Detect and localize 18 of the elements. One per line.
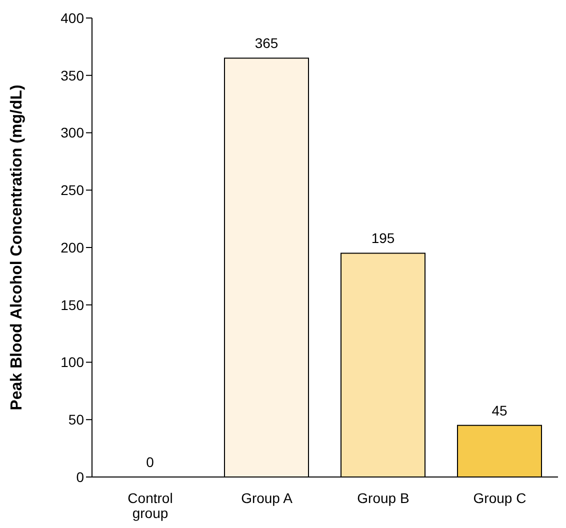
data-label: 365 (254, 35, 278, 52)
data-label: 45 (492, 402, 508, 418)
y-axis-title: Peak Blood Alcohol Concentration (mg/dL) (8, 84, 26, 410)
data-label: 195 (371, 230, 395, 246)
y-tick-label: 300 (60, 124, 84, 141)
y-tick-label: 150 (60, 296, 84, 313)
y-tick-label: 50 (68, 412, 84, 428)
data-label: 0 (146, 454, 154, 470)
x-tick-label: Control group (128, 490, 173, 521)
y-tick-label: 400 (60, 10, 84, 26)
x-tick-label: Group B (357, 490, 410, 506)
y-tick-label: 100 (60, 354, 84, 370)
y-tick-label: 350 (60, 67, 84, 84)
x-tick-label: Group C (473, 490, 526, 506)
y-tick-label: 200 (60, 239, 84, 256)
x-tick-label: Group A (241, 490, 294, 506)
y-tick-label: 250 (60, 182, 84, 198)
y-tick-label: 0 (76, 468, 84, 485)
